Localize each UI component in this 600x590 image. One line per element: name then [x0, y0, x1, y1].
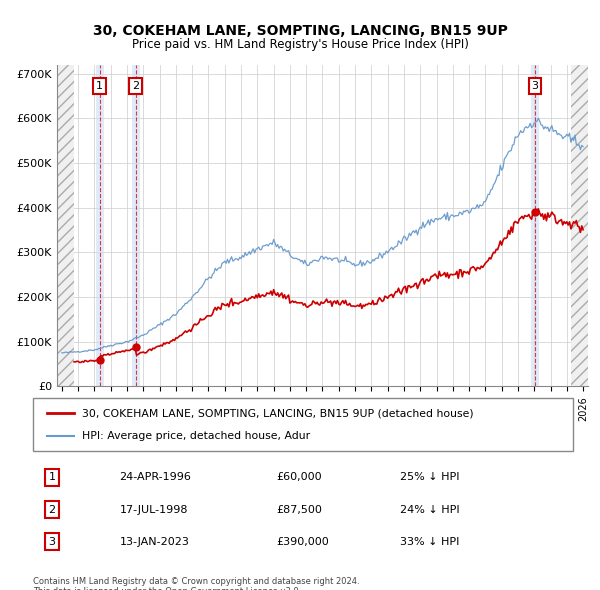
Text: 13-JAN-2023: 13-JAN-2023 [119, 537, 189, 547]
Text: Price paid vs. HM Land Registry's House Price Index (HPI): Price paid vs. HM Land Registry's House … [131, 38, 469, 51]
Bar [132, 65, 140, 386]
Bar [571, 65, 588, 386]
Text: 24% ↓ HPI: 24% ↓ HPI [400, 504, 460, 514]
Text: £87,500: £87,500 [276, 504, 322, 514]
Bar [57, 65, 74, 386]
Text: £60,000: £60,000 [276, 473, 322, 482]
Text: £390,000: £390,000 [276, 537, 329, 547]
Text: 2: 2 [132, 81, 139, 91]
Text: HPI: Average price, detached house, Adur: HPI: Average price, detached house, Adur [82, 431, 310, 441]
Text: 25% ↓ HPI: 25% ↓ HPI [400, 473, 460, 482]
Text: 3: 3 [532, 81, 538, 91]
Text: Contains HM Land Registry data © Crown copyright and database right 2024.
This d: Contains HM Land Registry data © Crown c… [33, 577, 359, 590]
Bar [531, 65, 539, 386]
Bar [95, 65, 104, 386]
Text: 33% ↓ HPI: 33% ↓ HPI [400, 537, 460, 547]
Text: 1: 1 [96, 81, 103, 91]
Text: 3: 3 [49, 537, 55, 547]
Text: 1: 1 [49, 473, 55, 482]
Text: 30, COKEHAM LANE, SOMPTING, LANCING, BN15 9UP: 30, COKEHAM LANE, SOMPTING, LANCING, BN1… [92, 24, 508, 38]
Text: 2: 2 [49, 504, 55, 514]
Text: 30, COKEHAM LANE, SOMPTING, LANCING, BN15 9UP (detached house): 30, COKEHAM LANE, SOMPTING, LANCING, BN1… [82, 408, 473, 418]
Text: 24-APR-1996: 24-APR-1996 [119, 473, 191, 482]
Text: 17-JUL-1998: 17-JUL-1998 [119, 504, 188, 514]
